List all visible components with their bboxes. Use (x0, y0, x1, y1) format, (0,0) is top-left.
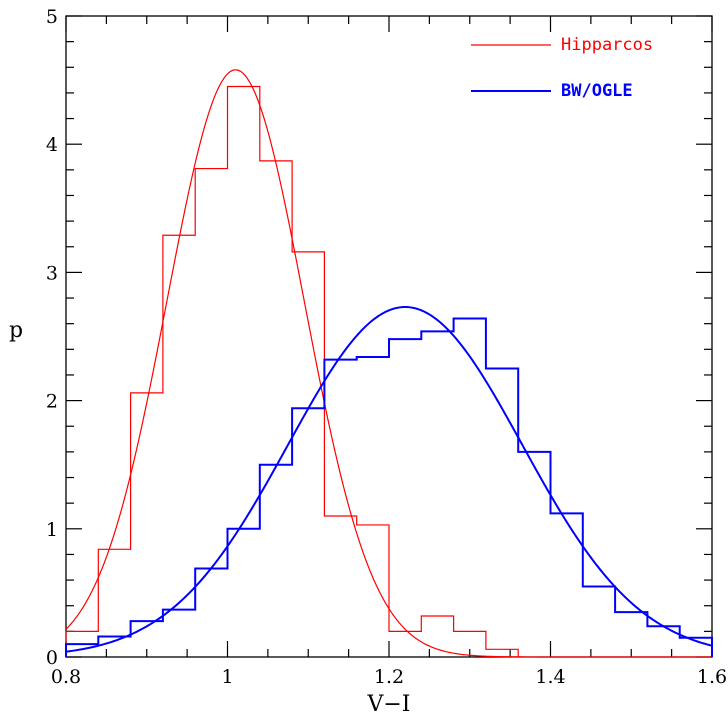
y-tick-label: 0 (46, 647, 58, 669)
x-tick-label: 1 (221, 666, 233, 688)
y-tick-label: 5 (46, 6, 58, 28)
x-axis-ticks: 0.8 1 1.2 1.4 1.6 (51, 16, 727, 688)
y-tick-label: 3 (46, 262, 58, 284)
legend-label-bw-ogle: BW/OGLE (561, 81, 633, 101)
legend-label-hipparcos: Hipparcos (561, 35, 653, 55)
x-tick-label: 1.6 (697, 666, 727, 688)
series-layer (65, 69, 713, 658)
x-tick-label: 1.4 (535, 666, 565, 688)
hipparcos-gaussian-fit (65, 69, 712, 658)
x-axis-title: V−I (366, 692, 410, 717)
y-axis-title: p (9, 318, 23, 343)
bw-ogle-histogram (65, 317, 713, 657)
x-tick-label: 0.8 (51, 666, 81, 688)
x-tick-label: 1.2 (374, 666, 404, 688)
y-tick-label: 2 (46, 391, 58, 413)
y-tick-label: 1 (46, 519, 58, 541)
bw-ogle-gaussian-fit (65, 306, 713, 653)
y-tick-label: 4 (46, 134, 58, 156)
legend: Hipparcos BW/OGLE (471, 35, 653, 101)
hipparcos-histogram (65, 85, 519, 657)
y-axis-ticks: 0 1 2 3 4 5 (46, 6, 712, 669)
